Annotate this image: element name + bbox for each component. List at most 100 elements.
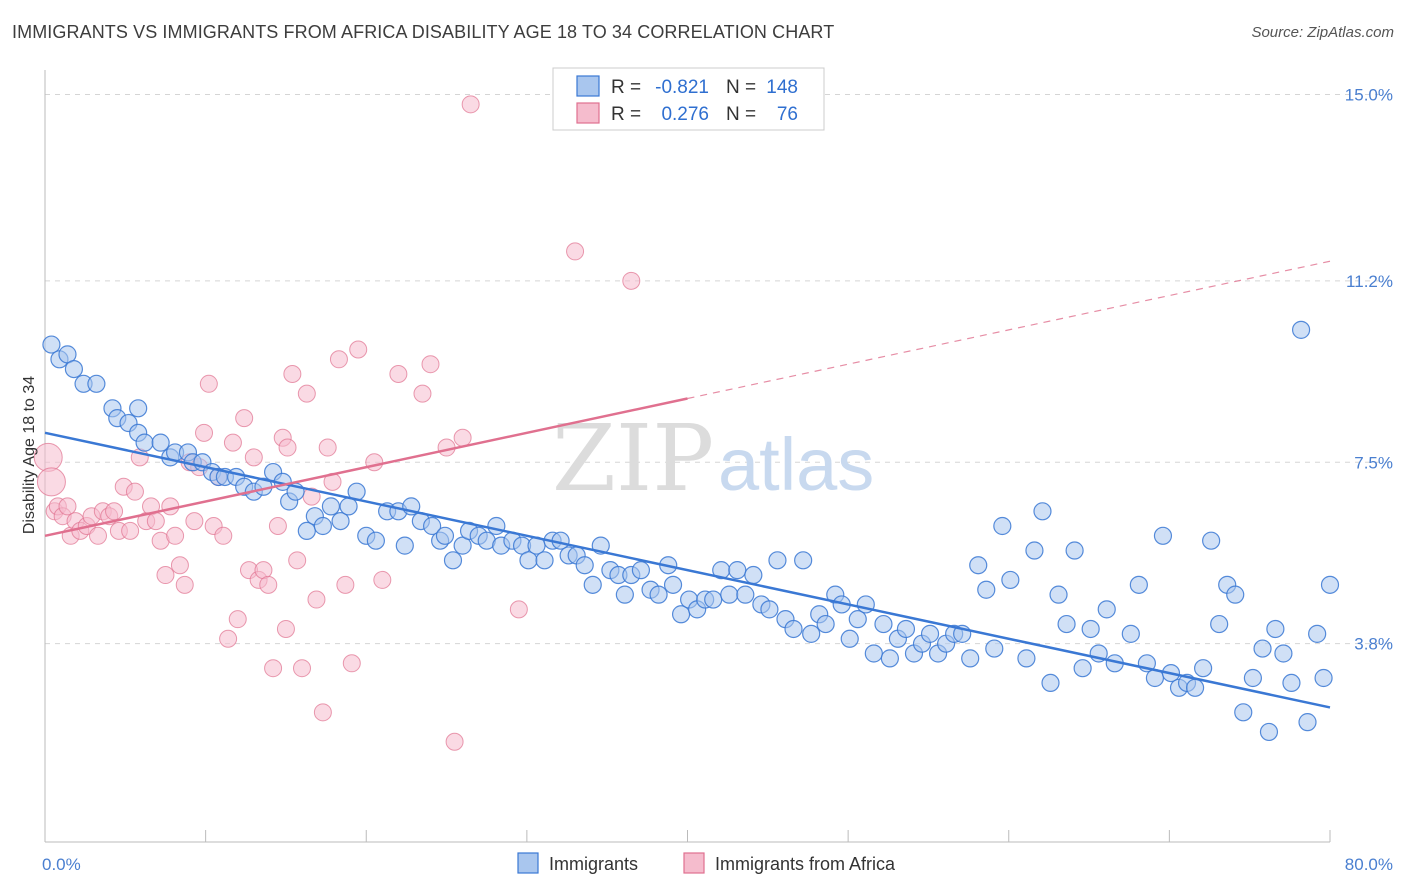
bottom-legend-swatch-immigrants xyxy=(517,852,539,874)
africa-trend-line-dashed xyxy=(687,260,1331,400)
immigrants-point xyxy=(760,600,779,619)
africa-point xyxy=(288,551,307,570)
africa-point xyxy=(235,409,254,428)
bottom-legend-label-africa: Immigrants from Africa xyxy=(715,854,896,874)
immigrants-point xyxy=(1202,531,1221,550)
immigrants-point xyxy=(395,536,414,555)
immigrants-point xyxy=(1065,541,1084,560)
africa-point xyxy=(389,365,408,383)
legend-swatch-immigrants xyxy=(576,75,600,97)
immigrants-point xyxy=(321,497,341,516)
africa-point xyxy=(283,365,302,383)
y-axis-label: Disability Age 18 to 34 xyxy=(21,376,38,534)
immigrants-point xyxy=(87,374,106,393)
immigrants-point xyxy=(1234,703,1253,722)
immigrants-point xyxy=(920,624,940,643)
watermark-atlas: atlas xyxy=(718,423,874,506)
immigrants-point xyxy=(1243,668,1263,688)
immigrants-point xyxy=(366,531,385,550)
y-tick-label: 11.2% xyxy=(1346,272,1393,291)
africa-trend-line xyxy=(44,397,688,538)
immigrants-point xyxy=(151,433,170,452)
africa-point xyxy=(365,453,384,472)
africa-point xyxy=(223,433,242,452)
watermark: ZIP atlas xyxy=(552,405,874,512)
immigrants-point xyxy=(1259,722,1279,742)
immigrants-point xyxy=(985,639,1004,658)
immigrants-point xyxy=(1274,644,1293,663)
immigrants-point xyxy=(1308,624,1327,643)
immigrants-point xyxy=(1121,624,1140,643)
africa-point xyxy=(58,497,77,516)
y-tick-labels: 3.8% 7.5% 11.2% 15.0% xyxy=(1345,86,1393,654)
africa-point xyxy=(278,438,297,457)
immigrants-point xyxy=(435,526,455,545)
legend-n-label-2: N = xyxy=(726,104,756,125)
legend-r-label-1: R = xyxy=(611,77,641,98)
legend-r-value-1: -0.821 xyxy=(655,77,709,98)
africa-point xyxy=(461,95,480,114)
immigrants-point xyxy=(649,585,668,604)
africa-point xyxy=(228,610,247,629)
immigrants-trend-line xyxy=(44,431,1331,709)
immigrants-point xyxy=(977,580,996,599)
chart-title: IMMIGRANTS VS IMMIGRANTS FROM AFRICA DIS… xyxy=(12,22,835,42)
africa-point xyxy=(156,566,175,585)
immigrants-point xyxy=(993,516,1012,536)
immigrants-point xyxy=(535,551,554,570)
immigrants-point xyxy=(1017,649,1036,668)
immigrants-point xyxy=(1129,575,1148,594)
africa-point xyxy=(297,384,316,403)
immigrants-point xyxy=(487,516,506,536)
immigrants-point xyxy=(1041,673,1060,693)
africa-point xyxy=(146,512,165,531)
africa-point xyxy=(276,619,295,638)
immigrants-point xyxy=(42,335,61,354)
africa-point xyxy=(166,526,185,545)
africa-point xyxy=(509,600,528,619)
bottom-legend-label-immigrants: Immigrants xyxy=(549,854,638,874)
immigrants-point xyxy=(1266,619,1285,639)
grid-lines xyxy=(45,94,1390,645)
immigrants-point xyxy=(313,516,332,536)
immigrants-point xyxy=(768,551,787,570)
immigrants-point xyxy=(840,629,859,648)
africa-point xyxy=(453,428,472,447)
immigrants-point xyxy=(1298,713,1317,732)
africa-point xyxy=(244,448,263,467)
africa-point xyxy=(622,271,641,290)
immigrants-point xyxy=(1049,585,1068,604)
immigrants-point xyxy=(663,575,683,594)
immigrants-point xyxy=(423,516,442,536)
chart-source: Source: ZipAtlas.com xyxy=(1251,24,1394,41)
immigrants-point xyxy=(720,585,739,604)
immigrants-point xyxy=(1314,668,1333,688)
africa-point xyxy=(329,350,348,369)
y-tick-label: 3.8% xyxy=(1354,635,1393,654)
africa-point xyxy=(307,590,326,609)
immigrants-point xyxy=(784,619,803,639)
africa-point xyxy=(293,659,311,678)
immigrants-point xyxy=(864,644,883,663)
immigrants-point xyxy=(896,619,916,639)
africa-point xyxy=(268,517,287,535)
africa-point xyxy=(336,575,355,594)
africa-point xyxy=(413,384,432,403)
africa-point xyxy=(175,575,194,594)
immigrants-point xyxy=(615,585,634,604)
africa-point xyxy=(259,575,278,594)
immigrants-point xyxy=(443,551,463,570)
africa-point xyxy=(373,570,392,589)
immigrants-point xyxy=(874,614,893,634)
immigrants-point xyxy=(736,585,755,604)
bottom-legend-swatch-africa xyxy=(683,852,705,874)
immigrants-point xyxy=(1253,639,1272,658)
immigrants-point xyxy=(969,556,988,575)
africa-point xyxy=(318,438,337,457)
immigrants-point xyxy=(816,614,835,634)
immigrants-point xyxy=(575,556,594,575)
immigrants-point xyxy=(1001,570,1020,590)
immigrants-point xyxy=(1097,600,1116,619)
immigrants-point xyxy=(704,590,723,609)
